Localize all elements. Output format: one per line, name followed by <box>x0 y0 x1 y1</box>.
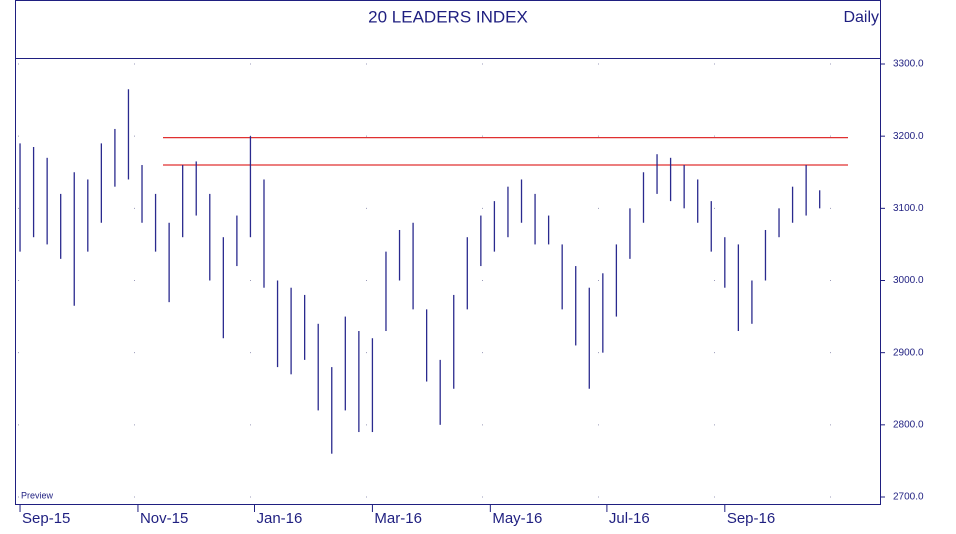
y-tick-label: 3200.0 <box>893 131 924 142</box>
watermark: Preview <box>21 490 54 500</box>
x-tick-label: Nov-15 <box>140 510 188 527</box>
x-tick-label: Jan-16 <box>257 510 303 527</box>
x-tick-label: May-16 <box>492 510 542 527</box>
chart-title: 20 LEADERS INDEX <box>368 7 528 26</box>
period-label: Daily <box>843 9 879 26</box>
y-tick-label: 3000.0 <box>893 275 924 286</box>
y-tick-label: 2700.0 <box>893 492 924 503</box>
x-tick-label: Sep-15 <box>22 510 70 527</box>
x-tick-label: Sep-16 <box>727 510 775 527</box>
y-tick-label: 3300.0 <box>893 59 924 70</box>
x-tick-label: Jul-16 <box>609 510 650 527</box>
y-tick-label: 2900.0 <box>893 347 924 358</box>
y-tick-label: 3100.0 <box>893 203 924 214</box>
x-tick-label: Mar-16 <box>374 510 422 527</box>
plot-frame <box>15 0 881 505</box>
y-tick-label: 2800.0 <box>893 419 924 430</box>
